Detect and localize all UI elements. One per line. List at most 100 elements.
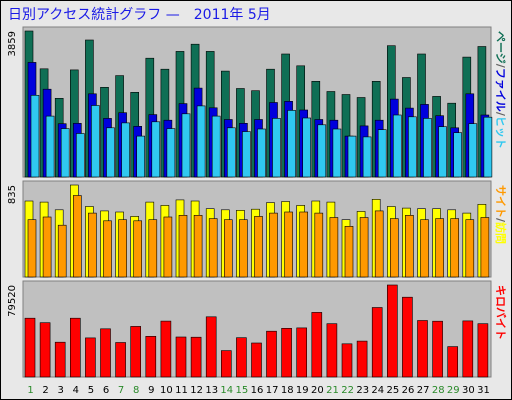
day-label: 26 xyxy=(402,385,415,396)
bar-site xyxy=(224,219,233,278)
bar-site xyxy=(42,216,52,278)
bar-kilobytes xyxy=(190,336,202,378)
day-label: 12 xyxy=(190,385,203,396)
day-label: 2 xyxy=(42,385,48,396)
day-label: 23 xyxy=(356,385,369,396)
legend-entry: ファイル xyxy=(494,68,507,112)
bar-hit xyxy=(166,128,176,178)
bar-hit xyxy=(30,95,40,178)
bar-hit xyxy=(362,136,372,178)
bar-hit xyxy=(287,110,296,178)
bar-site xyxy=(178,215,188,278)
legend-middle: サイト/訪問 xyxy=(494,185,508,244)
bar-kilobytes xyxy=(447,346,459,378)
bar-kilobytes xyxy=(311,312,323,378)
bar-kilobytes xyxy=(160,320,172,378)
day-label: 25 xyxy=(387,385,400,396)
max-label-top: 3859 xyxy=(7,31,18,56)
day-label: 4 xyxy=(73,385,79,396)
bar-site xyxy=(465,219,475,278)
legend-entry: ヒット xyxy=(494,116,507,149)
bar-site xyxy=(133,220,142,278)
bar-site xyxy=(57,224,67,278)
bar-kilobytes xyxy=(266,330,277,378)
bar-kilobytes xyxy=(39,322,51,378)
bar-site xyxy=(193,215,203,278)
bar-hit xyxy=(377,129,387,178)
bar-kilobytes xyxy=(221,350,232,378)
bar-site xyxy=(405,215,414,278)
max-label-middle: 835 xyxy=(7,185,18,204)
bar-site xyxy=(103,220,112,278)
day-label: 24 xyxy=(371,385,384,396)
day-label: 10 xyxy=(160,385,173,396)
bar-site xyxy=(284,211,293,278)
bar-hit xyxy=(76,133,85,178)
day-label: 29 xyxy=(447,385,460,396)
bar-kilobytes xyxy=(70,317,81,378)
bar-site xyxy=(163,216,173,278)
bar-kilobytes xyxy=(145,335,157,378)
bar-hit xyxy=(136,135,145,178)
bar-kilobytes xyxy=(85,337,96,378)
bar-kilobytes xyxy=(175,336,187,378)
bar-site xyxy=(254,216,263,278)
bar-hit xyxy=(196,105,206,178)
legend-entry: 訪問 xyxy=(494,222,508,244)
bar-site xyxy=(148,219,158,278)
day-label: 9 xyxy=(148,385,154,396)
day-label: 19 xyxy=(296,385,309,396)
bar-hit xyxy=(453,132,463,178)
bar-site xyxy=(239,219,248,278)
day-label: 7 xyxy=(118,385,124,396)
bar-kilobytes xyxy=(251,342,262,378)
bar-site xyxy=(389,218,399,278)
bar-site xyxy=(208,218,218,278)
legend-top: ページ/ファイル/ヒット xyxy=(494,31,507,149)
bar-site xyxy=(73,195,82,278)
bar-hit xyxy=(91,105,100,178)
bar-site xyxy=(329,217,339,278)
bar-hit xyxy=(483,116,493,178)
day-label: 1 xyxy=(27,385,33,396)
bar-hit xyxy=(423,118,432,178)
bar-kilobytes xyxy=(100,328,111,378)
day-label: 15 xyxy=(236,385,249,396)
bar-site xyxy=(88,212,97,278)
legend-separator: / xyxy=(494,218,507,223)
bar-site xyxy=(27,219,37,278)
day-label: 18 xyxy=(281,385,294,396)
bar-hit xyxy=(408,116,417,178)
bar-kilobytes xyxy=(54,341,66,378)
chart-title: 日別アクセス統計グラフ — 2011年 5月 xyxy=(8,7,271,23)
day-label: 16 xyxy=(251,385,264,396)
bar-site xyxy=(314,212,324,278)
bar-kilobytes xyxy=(281,327,292,378)
bar-site xyxy=(374,210,384,278)
day-label: 14 xyxy=(220,385,233,396)
legend-entry: サイト xyxy=(494,185,507,218)
bar-site xyxy=(359,217,369,278)
day-label: 27 xyxy=(417,385,430,396)
bar-hit xyxy=(438,126,447,178)
day-label: 21 xyxy=(326,385,339,396)
bar-kilobytes xyxy=(371,307,383,378)
bar-hit xyxy=(45,115,55,178)
bar-hit xyxy=(347,135,357,178)
bar-site xyxy=(269,212,278,278)
bar-kilobytes xyxy=(477,323,489,378)
bar-kilobytes xyxy=(417,320,428,378)
day-label: 30 xyxy=(462,385,475,396)
bar-kilobytes xyxy=(24,317,36,378)
bar-hit xyxy=(106,127,115,178)
day-label: 3 xyxy=(58,385,64,396)
legend-separator: / xyxy=(494,112,507,117)
bar-kilobytes xyxy=(432,320,443,378)
bar-kilobytes xyxy=(130,326,141,378)
bar-hit xyxy=(392,114,402,178)
legend-separator: / xyxy=(494,64,507,69)
bar-site xyxy=(420,219,429,278)
bar-site xyxy=(344,226,354,278)
